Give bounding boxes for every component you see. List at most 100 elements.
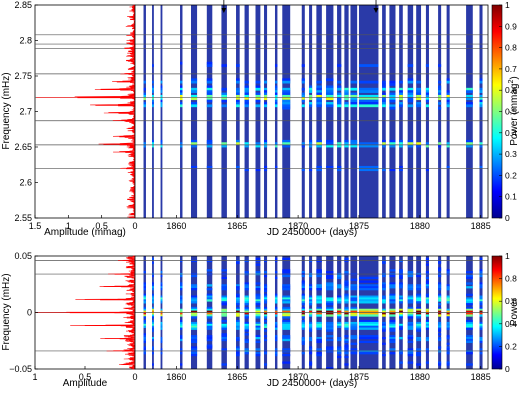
power-cell <box>221 327 227 330</box>
power-cell <box>326 78 334 82</box>
power-cell <box>425 286 429 289</box>
power-cell <box>244 350 249 353</box>
observation-night <box>337 5 342 218</box>
power-cell <box>301 340 305 344</box>
power-cell <box>337 338 342 342</box>
power-cell <box>221 333 227 336</box>
power-cell <box>425 90 429 93</box>
power-cell <box>309 329 313 332</box>
power-cell <box>438 308 442 312</box>
power-cell <box>358 90 379 93</box>
observation-night <box>344 5 349 218</box>
power-cell <box>358 94 379 98</box>
power-cell <box>316 94 322 98</box>
power-cell <box>301 99 305 103</box>
power-cell <box>180 310 183 313</box>
power-cell <box>221 310 227 313</box>
power-cell <box>244 303 249 306</box>
power-cell <box>221 299 227 302</box>
power-cell <box>152 85 154 89</box>
power-cell <box>344 280 349 283</box>
power-cell <box>399 316 403 319</box>
colorbar-bottom: 0 0.2 0.4 0.6 0.8 1 Power <box>491 251 520 374</box>
power-cell <box>221 295 227 298</box>
colorbar-tick-label: 0.1 <box>505 192 517 202</box>
colorbar-top-label: Power (mmag2) <box>508 76 520 146</box>
power-cell <box>466 104 473 108</box>
power-cell <box>143 352 146 355</box>
power-cell <box>180 286 183 289</box>
power-cell <box>407 295 414 298</box>
power-cell <box>143 80 146 84</box>
x-tick-label: 0 <box>132 221 137 231</box>
power-cell <box>416 316 422 319</box>
power-cell <box>190 335 198 338</box>
observation-night <box>309 5 313 218</box>
power-cell <box>446 102 450 105</box>
power-cell <box>180 259 183 263</box>
power-cell <box>282 97 291 101</box>
power-cell <box>152 80 154 84</box>
power-cell <box>316 144 322 148</box>
power-cell <box>274 335 278 338</box>
observation-night <box>221 5 227 218</box>
power-cell <box>326 367 334 369</box>
power-cell <box>206 87 213 91</box>
power-cell <box>236 64 240 67</box>
power-cell <box>255 94 261 98</box>
power-cell <box>221 314 227 317</box>
power-cell <box>301 144 305 148</box>
power-cell <box>206 269 213 272</box>
power-cell <box>160 284 163 287</box>
power-cell <box>416 144 422 148</box>
power-cell <box>389 104 396 108</box>
power-cell <box>282 323 291 327</box>
y-tick-label: −0.05 <box>9 364 32 374</box>
power-cell <box>399 94 403 98</box>
power-cell <box>466 310 473 313</box>
observation-night <box>389 5 396 218</box>
power-cell <box>244 104 249 108</box>
power-cell <box>180 314 183 317</box>
power-cell <box>301 87 305 91</box>
power-cell <box>274 102 278 105</box>
power-cell <box>309 274 313 278</box>
power-cell <box>479 99 483 103</box>
power-cell <box>407 144 414 148</box>
power-cell <box>152 348 154 351</box>
power-cell <box>399 165 403 169</box>
power-cell <box>221 94 227 98</box>
power-cell <box>399 104 403 108</box>
power-cell <box>344 87 349 91</box>
power-cell <box>160 90 163 93</box>
power-cell <box>221 284 227 287</box>
power-cell <box>309 350 313 353</box>
power-cell <box>309 323 313 327</box>
power-cell <box>180 325 183 328</box>
power-cell <box>389 301 396 304</box>
power-cell <box>399 323 403 327</box>
power-cell <box>282 80 291 84</box>
arrow-markers <box>221 0 379 13</box>
power-cell <box>466 286 473 289</box>
power-cell <box>264 144 268 148</box>
power-cell <box>350 278 358 281</box>
observation-night <box>479 5 483 218</box>
power-cell <box>282 286 291 289</box>
power-cell <box>425 144 429 148</box>
power-cell <box>425 321 429 325</box>
power-cell <box>244 329 249 332</box>
power-cell <box>316 301 322 304</box>
power-cell <box>389 321 396 325</box>
power-cell <box>264 352 268 355</box>
y-tick-label: 2.7 <box>19 107 32 117</box>
power-cell <box>309 327 313 330</box>
power-cell <box>152 363 154 366</box>
power-cell <box>416 348 422 351</box>
colorbar-tick-label: 0.7 <box>505 64 517 74</box>
power-cell <box>316 323 322 327</box>
power-cell <box>479 78 483 82</box>
power-cell <box>337 348 342 351</box>
power-cell <box>206 99 213 103</box>
power-cell <box>236 346 240 349</box>
